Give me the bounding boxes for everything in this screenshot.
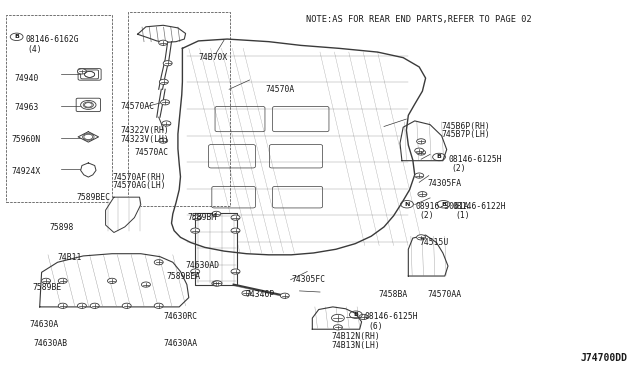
Text: 08146-6125H: 08146-6125H <box>365 312 419 321</box>
Circle shape <box>162 121 171 126</box>
Text: 7589BEA: 7589BEA <box>166 272 200 280</box>
Text: 74305FA: 74305FA <box>428 179 461 187</box>
Polygon shape <box>408 235 448 276</box>
Text: N: N <box>404 202 410 207</box>
Circle shape <box>231 215 240 220</box>
Circle shape <box>212 281 221 286</box>
Text: 74B13N(LH): 74B13N(LH) <box>332 341 380 350</box>
Circle shape <box>191 269 200 274</box>
Circle shape <box>58 278 67 283</box>
Text: (2): (2) <box>419 211 434 220</box>
Text: 7589BE: 7589BE <box>32 283 61 292</box>
Text: 74515U: 74515U <box>419 238 449 247</box>
Text: 74570A: 74570A <box>266 85 295 94</box>
Text: 08146-6162G: 08146-6162G <box>26 35 79 44</box>
Circle shape <box>359 314 368 320</box>
Text: 7589BEC: 7589BEC <box>77 193 111 202</box>
Circle shape <box>159 138 168 143</box>
Text: B: B <box>353 312 358 317</box>
Text: 74630A: 74630A <box>29 320 59 329</box>
Circle shape <box>163 61 172 66</box>
Text: 74630AA: 74630AA <box>164 339 198 348</box>
Circle shape <box>417 139 426 144</box>
Circle shape <box>333 325 342 330</box>
Polygon shape <box>40 254 189 307</box>
Text: 7589BM: 7589BM <box>188 213 217 222</box>
Circle shape <box>42 278 51 283</box>
Text: 74B11: 74B11 <box>58 253 82 262</box>
Circle shape <box>161 100 170 105</box>
Text: 08146-6122H: 08146-6122H <box>452 202 506 211</box>
Text: 74570AC: 74570AC <box>120 102 154 111</box>
Text: 74924X: 74924X <box>12 167 41 176</box>
Polygon shape <box>195 213 237 285</box>
Text: NOTE:AS FOR REAR END PARTS,REFER TO PAGE 02: NOTE:AS FOR REAR END PARTS,REFER TO PAGE… <box>306 15 532 24</box>
Text: 74570AA: 74570AA <box>428 290 461 299</box>
Bar <box>6 15 112 202</box>
Circle shape <box>159 79 168 84</box>
Text: 74570AF(RH): 74570AF(RH) <box>112 173 166 182</box>
Text: (4): (4) <box>27 45 42 54</box>
Polygon shape <box>400 121 447 161</box>
Text: (2): (2) <box>452 164 467 173</box>
Circle shape <box>77 69 86 74</box>
Text: 08916-3061A: 08916-3061A <box>416 202 470 211</box>
Circle shape <box>231 269 240 274</box>
Text: 74940: 74940 <box>14 74 38 83</box>
Text: B: B <box>441 202 446 207</box>
Circle shape <box>141 282 150 287</box>
Polygon shape <box>312 307 362 329</box>
Text: 74963: 74963 <box>14 103 38 112</box>
Circle shape <box>122 303 131 308</box>
Text: 08146-6125H: 08146-6125H <box>448 155 502 164</box>
Circle shape <box>417 235 426 240</box>
Text: 74B70X: 74B70X <box>198 53 228 62</box>
Circle shape <box>417 150 426 155</box>
Circle shape <box>332 314 344 322</box>
Text: 75960N: 75960N <box>12 135 41 144</box>
Circle shape <box>154 260 163 265</box>
Text: 75898: 75898 <box>50 223 74 232</box>
Text: B: B <box>436 154 442 160</box>
Text: 74570AC: 74570AC <box>134 148 168 157</box>
Text: 74570AG(LH): 74570AG(LH) <box>112 181 166 190</box>
Circle shape <box>77 303 86 308</box>
Text: 74323V(LH): 74323V(LH) <box>120 135 169 144</box>
Text: (1): (1) <box>456 211 470 220</box>
Text: 74346P: 74346P <box>246 290 275 299</box>
Circle shape <box>191 228 200 233</box>
Circle shape <box>212 211 221 217</box>
Circle shape <box>418 192 427 197</box>
Text: B: B <box>14 34 19 39</box>
Circle shape <box>213 281 222 286</box>
Text: 745B6P(RH): 745B6P(RH) <box>442 122 490 131</box>
Circle shape <box>415 148 424 153</box>
Text: 74630RC: 74630RC <box>164 312 198 321</box>
Circle shape <box>280 293 289 298</box>
Circle shape <box>108 278 116 283</box>
Text: 745B7P(LH): 745B7P(LH) <box>442 130 490 139</box>
Circle shape <box>415 173 424 178</box>
Circle shape <box>90 303 99 308</box>
Circle shape <box>159 40 168 45</box>
Circle shape <box>193 215 202 220</box>
Circle shape <box>58 303 67 308</box>
Circle shape <box>154 303 163 308</box>
Circle shape <box>242 291 251 296</box>
Bar <box>128 12 230 206</box>
Polygon shape <box>106 197 141 232</box>
Text: J74700DD: J74700DD <box>580 353 627 363</box>
Text: 74305FC: 74305FC <box>292 275 326 284</box>
Text: 74630AD: 74630AD <box>186 262 220 270</box>
Text: 7458BA: 7458BA <box>379 290 408 299</box>
Text: 74630AB: 74630AB <box>33 339 67 348</box>
Text: 74B12N(RH): 74B12N(RH) <box>332 332 380 341</box>
Polygon shape <box>138 25 186 42</box>
Text: 74322V(RH): 74322V(RH) <box>120 126 169 135</box>
Text: (6): (6) <box>369 322 383 331</box>
Circle shape <box>231 228 240 233</box>
